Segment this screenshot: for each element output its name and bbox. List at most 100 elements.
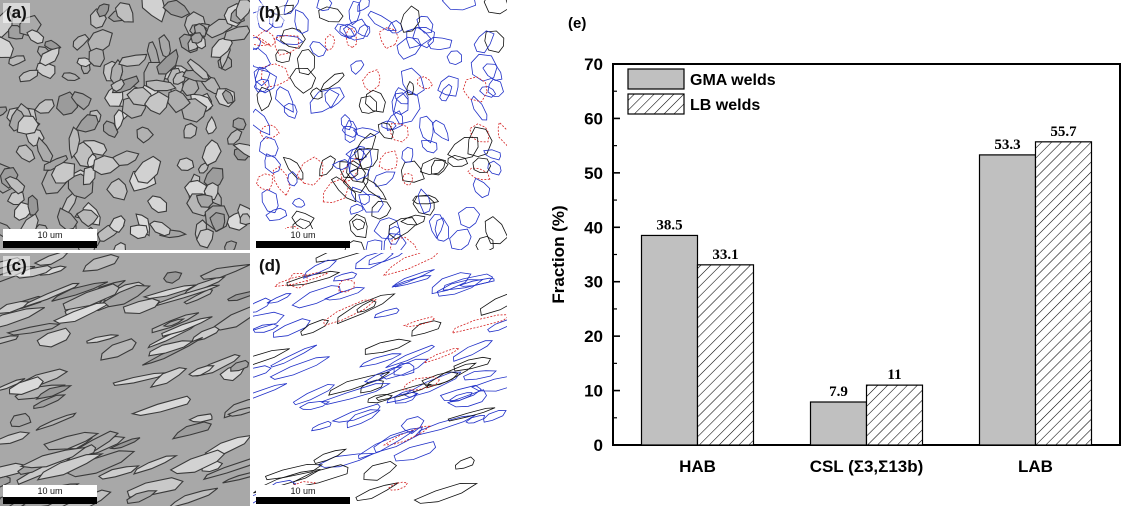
grain-boundary	[434, 217, 450, 242]
grain-boundary	[163, 271, 183, 284]
scale-bar-line-c	[3, 497, 97, 504]
grain-boundary	[431, 119, 449, 142]
grain-boundary	[322, 177, 350, 204]
grain-boundary	[235, 0, 250, 22]
bar-gma	[978, 154, 1037, 446]
scale-bar-label-c: 10 um	[3, 485, 97, 497]
grain-boundary	[288, 272, 308, 289]
grain-boundary	[36, 136, 54, 164]
grain-boundary	[400, 160, 425, 183]
grain-boundary	[0, 431, 31, 445]
grain-boundary	[375, 383, 433, 401]
grain-boundary	[196, 228, 214, 249]
grain-boundary	[472, 177, 491, 199]
micrograph-a-image	[0, 0, 250, 250]
grain-boundary	[439, 83, 453, 102]
grain-boundary	[226, 407, 250, 417]
grain-boundary	[385, 344, 436, 369]
x-tick-label: CSL (Σ3,Σ13b)	[810, 457, 924, 476]
grain-boundary	[472, 157, 492, 174]
scale-bar-d: 10 um	[256, 485, 350, 504]
grain-boundary	[400, 5, 421, 33]
legend-swatch	[627, 93, 685, 115]
grain-boundary	[364, 338, 412, 355]
grain-boundary	[272, 166, 291, 196]
grain-boundary	[51, 281, 109, 302]
grain-boundary	[202, 458, 250, 481]
y-tick-label: 30	[584, 273, 603, 292]
grain-boundary	[437, 75, 459, 97]
grain-boundary	[377, 122, 394, 140]
grain-boundary	[346, 409, 381, 429]
grain-boundary	[447, 136, 479, 161]
grain-boundary	[381, 120, 397, 130]
grain-boundary	[275, 86, 294, 113]
grain-boundary	[253, 348, 290, 365]
grain-boundary	[378, 27, 399, 50]
grain-boundary	[386, 110, 404, 131]
grain-boundary	[75, 114, 99, 133]
grain-boundary	[39, 46, 60, 67]
grain-boundary	[183, 122, 198, 139]
grain-boundary	[420, 157, 446, 175]
grain-boundary	[449, 228, 472, 250]
micrograph-c: (c) 10 um	[0, 253, 250, 506]
fraction-bar-chart: (e) 0 10 20 30 40 50 60 70 Fraction (%) HAB 38.5 33.…	[549, 15, 1121, 476]
grain-boundary	[296, 49, 316, 76]
grain-boundary	[72, 33, 90, 51]
grain-boundary	[316, 0, 333, 12]
grain-boundary	[253, 108, 271, 136]
grain-boundary	[106, 177, 128, 201]
grain-boundary	[253, 47, 272, 70]
grain-boundary	[452, 340, 494, 362]
grain-boundary	[400, 214, 426, 226]
grain-boundary	[5, 322, 61, 336]
grain-boundary	[149, 367, 188, 389]
grain-boundary	[446, 50, 463, 66]
grain-boundary	[378, 150, 398, 171]
grain-boundary	[351, 218, 366, 231]
scale-bar-label-a: 10 um	[3, 229, 97, 241]
grain-boundary	[436, 279, 484, 297]
grain-boundary	[132, 455, 179, 475]
grain-boundary	[417, 188, 432, 214]
grain-boundary	[419, 115, 434, 144]
grain-boundary	[406, 80, 415, 96]
grain-boundary	[161, 316, 213, 337]
grain-boundary	[43, 154, 69, 171]
grain-boundary	[8, 55, 26, 67]
grain-boundary	[253, 36, 262, 51]
grain-boundary	[143, 91, 170, 115]
grain-boundary	[394, 389, 418, 404]
grain-boundary	[8, 376, 44, 395]
grain-boundary	[426, 362, 477, 389]
grain-boundary	[126, 490, 158, 505]
bar-gma	[640, 234, 699, 446]
grain-boundary	[483, 149, 501, 161]
grain-boundary	[479, 293, 507, 316]
grain-boundary	[273, 271, 328, 288]
grain-boundary	[253, 365, 272, 378]
grain-boundary	[446, 389, 487, 408]
grain-boundary	[88, 47, 105, 68]
panel-letter-b: (b)	[256, 3, 284, 23]
grain-boundary	[439, 384, 482, 401]
grain-boundary	[469, 123, 490, 143]
grain-boundary	[97, 465, 141, 480]
grain-boundary	[209, 211, 226, 233]
grain-boundary	[479, 86, 497, 98]
grain-boundary	[136, 126, 154, 144]
panel-letter-e: (e)	[568, 15, 586, 32]
grain-boundary	[348, 0, 361, 26]
grain-boundary	[389, 236, 418, 250]
grain-boundary	[471, 376, 507, 392]
grain-boundary	[291, 210, 315, 230]
grain-boundary	[205, 115, 217, 135]
grain-boundary	[253, 323, 279, 333]
grain-boundary	[274, 35, 300, 56]
grain-boundary	[347, 145, 365, 173]
grain-boundary	[345, 28, 358, 48]
grain-boundary	[35, 412, 77, 431]
grain-boundary	[221, 89, 234, 105]
grain-boundary	[402, 316, 435, 328]
